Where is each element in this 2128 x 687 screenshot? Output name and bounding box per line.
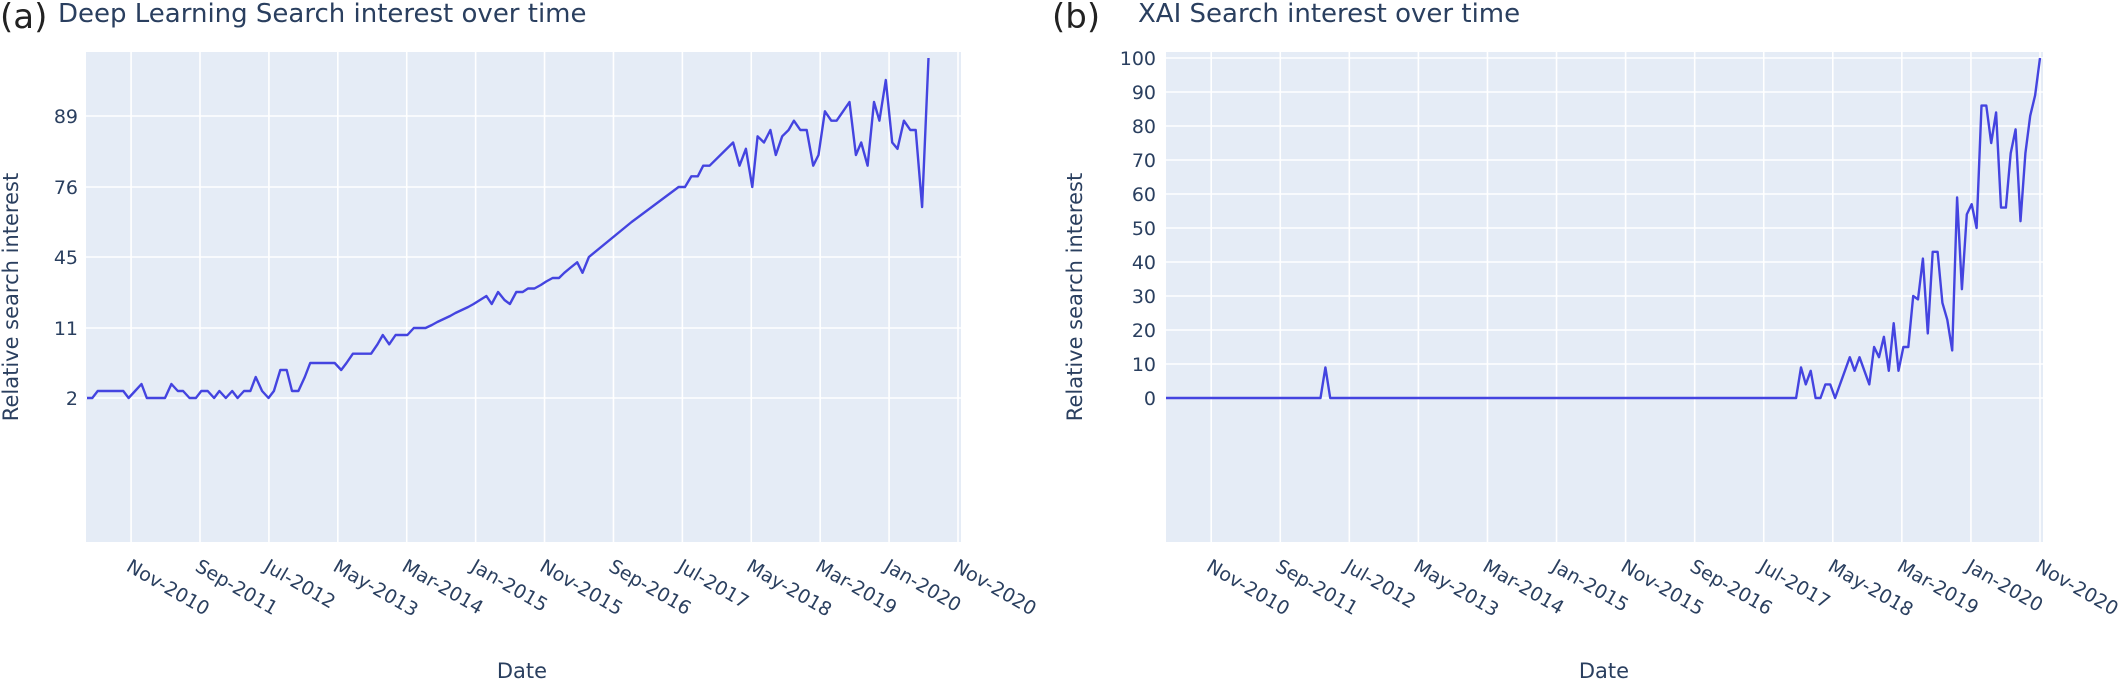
panel-b-y-tick-label: 80 xyxy=(1132,116,1156,138)
panel-b-y-tick-label: 40 xyxy=(1132,252,1156,274)
panel-a-y-tick-label: 45 xyxy=(54,247,78,269)
panel-a-y-tick-label: 76 xyxy=(54,177,78,199)
panel-b-y-tick-label: 30 xyxy=(1132,286,1156,308)
panel-b-x-axis-title: Date xyxy=(1579,659,1629,683)
panel-b-title: XAI Search interest over time xyxy=(1138,0,1520,29)
panel-a-grid xyxy=(86,52,961,542)
panel-b-y-tick-label: 90 xyxy=(1132,82,1156,104)
panel-a-y-ticks: 2 11 45 76 89 xyxy=(54,106,78,410)
panel-b-grid xyxy=(1166,52,2043,542)
panel-a-series-line xyxy=(87,57,930,400)
panel-b-y-tick-label: 10 xyxy=(1132,354,1156,376)
panel-b-y-tick-label: 0 xyxy=(1144,388,1156,410)
panel-b-label: (b) xyxy=(1052,0,1100,37)
panel-b-y-tick-label: 70 xyxy=(1132,150,1156,172)
panel-a-label: (a) xyxy=(0,0,47,37)
panel-a-y-tick-label: 89 xyxy=(54,106,78,128)
panel-a-plot-area xyxy=(86,52,961,542)
panel-a-x-axis-title: Date xyxy=(497,659,547,683)
panel-b-y-axis-title: Relative search interest xyxy=(1063,173,1087,421)
panel-b-x-tick-label: Nov-2020 xyxy=(2032,555,2122,620)
panel-a: (a) Deep Learning Search interest over t… xyxy=(0,0,1040,683)
panel-a-y-axis-title: Relative search interest xyxy=(0,173,23,421)
panel-a-x-ticks: Nov-2010Sep-2011Jul-2012May-2013Mar-2014… xyxy=(123,555,1040,622)
panel-b-y-tick-label: 50 xyxy=(1132,218,1156,240)
panel-b-y-tick-label: 60 xyxy=(1132,184,1156,206)
panel-a-title: Deep Learning Search interest over time xyxy=(58,0,587,29)
panel-b-y-ticks: 0 10 20 30 40 50 60 70 80 90 100 xyxy=(1120,48,1156,410)
panel-b-series-line xyxy=(1166,57,2042,400)
panel-a-x-tick-label: Nov-2020 xyxy=(950,555,1040,620)
panel-b-y-tick-label: 100 xyxy=(1120,48,1156,70)
panel-b-x-ticks: Nov-2010Sep-2011Jul-2012May-2013Mar-2014… xyxy=(1203,555,2122,622)
panel-a-y-tick-label: 2 xyxy=(66,388,78,410)
panel-b-plot-area xyxy=(1166,52,2043,542)
panel-a-y-tick-label: 11 xyxy=(54,318,78,340)
panel-b-y-tick-label: 20 xyxy=(1132,320,1156,342)
panel-b: (b) XAI Search interest over time 0 10 20 3… xyxy=(1052,0,2122,683)
